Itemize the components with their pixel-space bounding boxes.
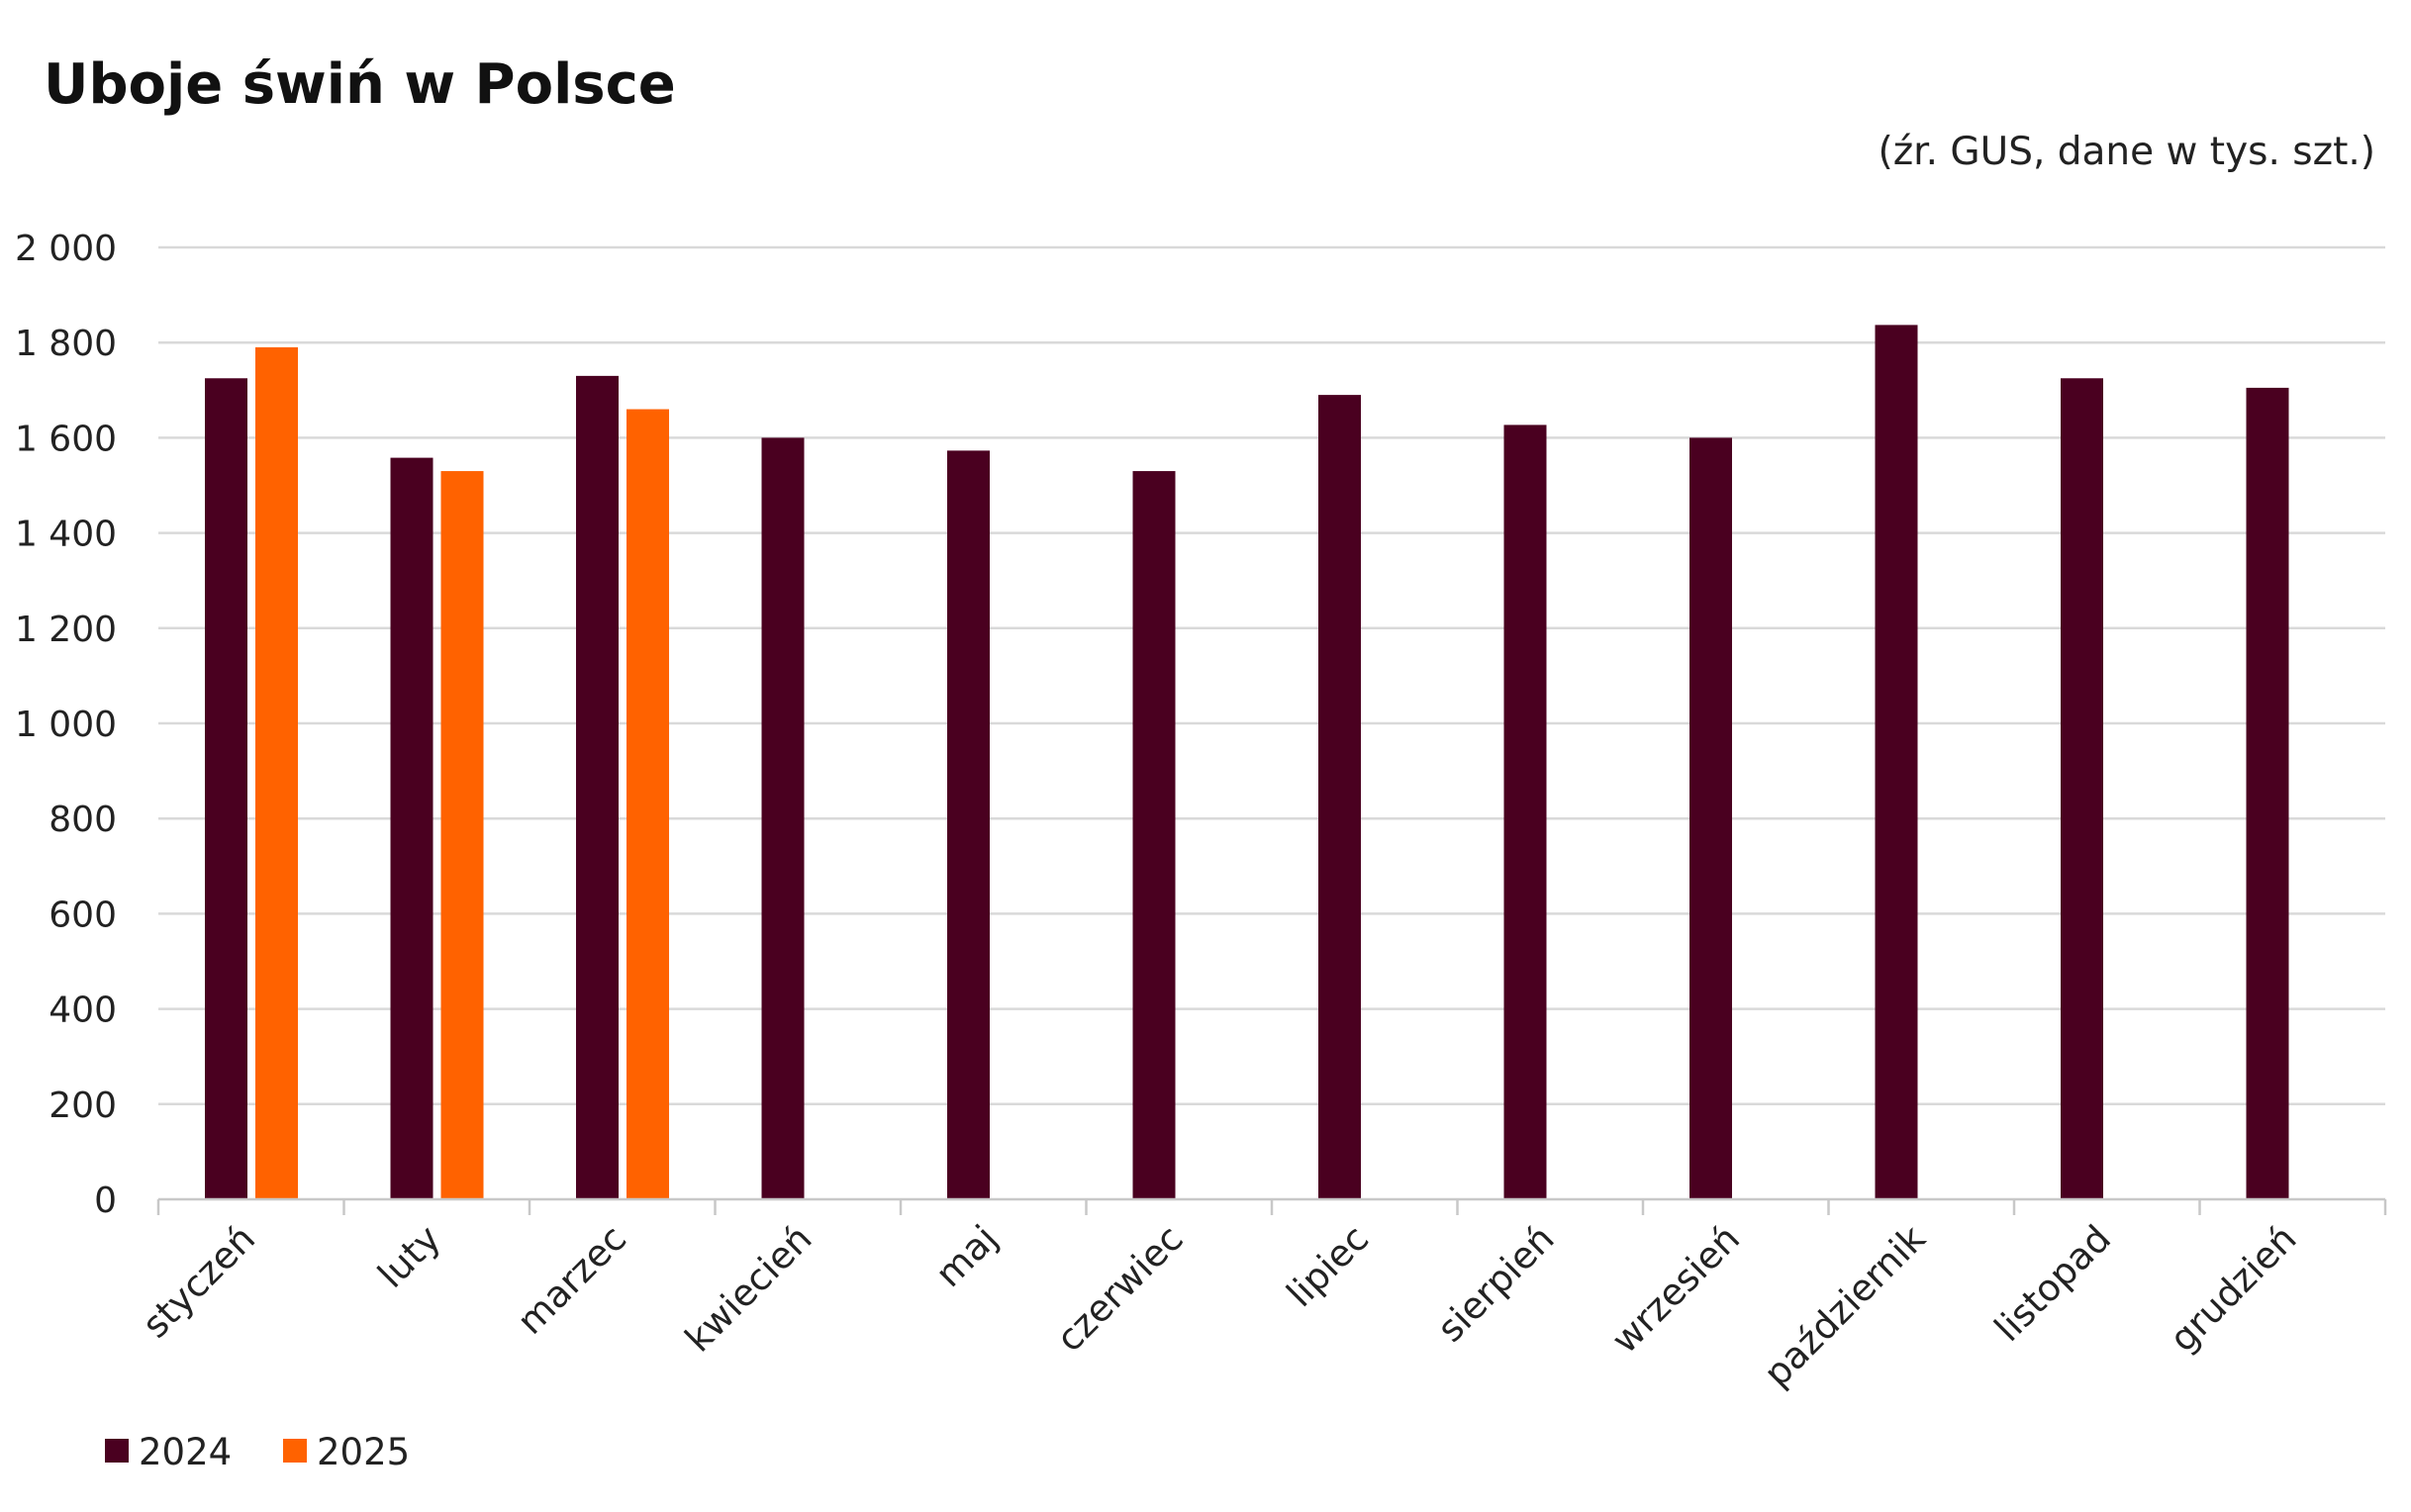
x-tick-label: listopad [1986, 1217, 2119, 1350]
chart-title: Uboje świń w Polsce [44, 52, 676, 117]
bar-2025-luty [440, 471, 484, 1199]
x-tick-label: sierpień [1429, 1217, 1563, 1351]
y-tick-label: 600 [48, 895, 117, 935]
legend-swatch-2024 [105, 1439, 129, 1463]
bars [205, 325, 2289, 1200]
bar-2025-marzec [627, 409, 669, 1199]
x-tick-label: styczeń [135, 1217, 264, 1347]
bar-2024-maj [947, 450, 990, 1200]
x-tick-label: lipiec [1279, 1217, 1377, 1315]
bar-2024-lipiec [1318, 395, 1361, 1199]
x-tick-label: czerwiec [1048, 1217, 1192, 1361]
legend-label-2024: 2024 [139, 1431, 232, 1473]
grid [158, 245, 2385, 1106]
x-tick-label: wrzesień [1603, 1217, 1748, 1362]
x-tick-label: kwiecień [677, 1217, 820, 1361]
y-tick-label: 0 [94, 1181, 117, 1221]
y-tick-label: 800 [48, 800, 117, 840]
bar-2024-marzec [576, 375, 619, 1199]
y-tick-label: 400 [48, 991, 117, 1031]
x-tick-label: luty [370, 1217, 449, 1296]
y-tick-label: 1 800 [15, 324, 117, 364]
bar-2024-styczeń [205, 378, 247, 1199]
x-tick-label: grudzień [2162, 1217, 2305, 1361]
legend-swatch-2025 [283, 1439, 307, 1463]
bar-2024-czerwiec [1132, 471, 1176, 1199]
legend: 2024 2025 [105, 1431, 410, 1473]
bar-2024-wrzesień [1689, 437, 1732, 1199]
y-tick-label: 1 600 [15, 419, 117, 459]
x-tick-label: październik [1756, 1217, 1934, 1395]
y-tick-label: 1 400 [15, 515, 117, 555]
bar-2024-kwiecień [761, 437, 805, 1199]
x-tick-label: marzec [509, 1217, 634, 1343]
y-tick-label: 200 [48, 1086, 117, 1126]
x-tick-label: maj [927, 1217, 1006, 1295]
y-tick-label: 2 000 [15, 229, 117, 269]
bar-2024-sierpień [1503, 425, 1547, 1200]
y-tick-label: 1 000 [15, 705, 117, 745]
x-axis: styczeń luty marzec kwiecień maj czerwiec lipi… [135, 1197, 2387, 1395]
bar-2024-listopad [2061, 378, 2103, 1199]
bar-2024-grudzień [2246, 387, 2289, 1199]
y-axis-ticks: 0 200 400 600 800 1 000 1 200 1 400 1 600 1 800 2 … [15, 229, 117, 1221]
legend-label-2025: 2025 [317, 1431, 410, 1473]
bar-2025-styczeń [255, 347, 298, 1199]
bar-2024-październik [1875, 325, 1918, 1199]
bar-2024-luty [390, 457, 434, 1199]
chart-subtitle: (źr. GUS, dane w tys. szt.) [1879, 130, 2376, 174]
y-tick-label: 1 200 [15, 610, 117, 650]
